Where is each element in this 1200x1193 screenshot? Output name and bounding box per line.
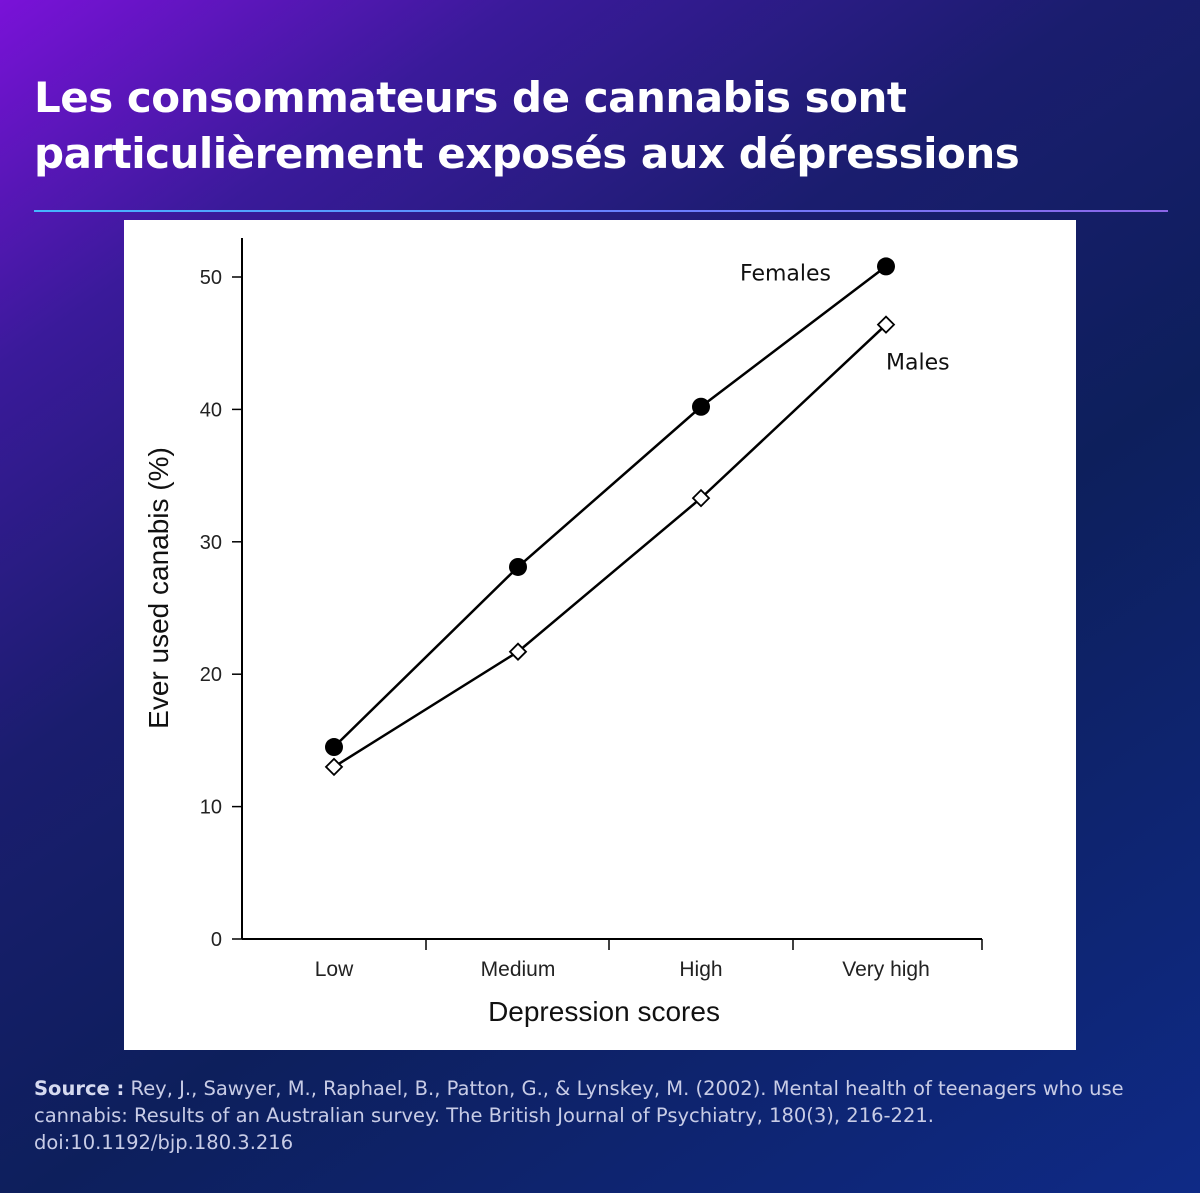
males-point [324,757,344,777]
y-axis-title: Ever used canabis (%) [143,447,174,729]
x-tick-label: Low [315,958,354,981]
y-tick-label: 50 [200,267,222,289]
x-tick-label: Medium [481,958,556,981]
females-point [692,397,710,416]
chart-panel: 0 10 20 30 40 50 Low Medium High Very high Depress… [124,220,1076,1050]
x-tick-label: High [679,958,722,981]
slide-title: Les consommateurs de cannabis sont parti… [34,70,1154,182]
slide-title-line-1: Les consommateurs de cannabis sont [34,73,907,122]
males-series-line [333,323,887,768]
males-series-label: Males [886,351,950,376]
source-citation: Source : Rey, J., Sawyer, M., Raphael, B… [34,1075,1174,1156]
y-tick-label: 0 [211,929,222,951]
source-text: Rey, J., Sawyer, M., Raphael, B., Patton… [34,1077,1124,1154]
females-point [509,557,527,576]
females-series-label: Females [740,261,831,286]
males-point [691,488,711,508]
females-point [325,738,343,757]
females-point [877,257,895,276]
line-chart: 0 10 20 30 40 50 Low Medium High Very high Depress… [143,238,983,1027]
y-tick-label: 40 [200,399,222,421]
males-point [508,642,528,661]
y-tick-label: 30 [200,532,222,554]
x-tick-label: Very high [842,958,930,981]
y-tick-label: 20 [200,664,222,686]
x-axis-title: Depression scores [488,996,720,1027]
females-series-line [333,265,887,748]
source-label: Source : [34,1077,125,1100]
males-point [876,315,896,334]
slide-title-line-2: particulièrement exposés aux dépressions [34,129,1020,178]
title-divider [34,210,1168,212]
y-tick-label: 10 [200,797,222,819]
